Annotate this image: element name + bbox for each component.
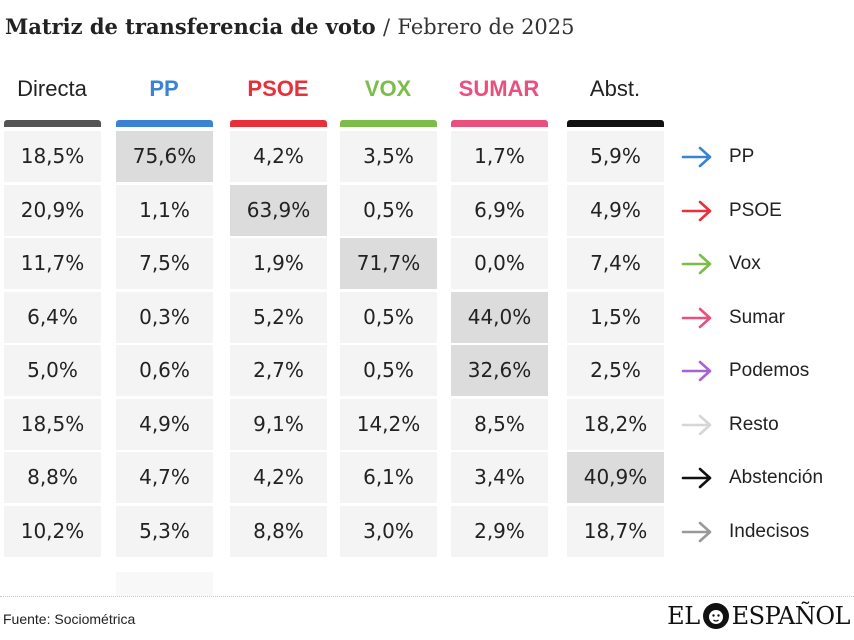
cell-podemos-3: 0,5%	[340, 345, 437, 396]
cell-psoe-2: 63,9%	[230, 184, 327, 236]
row-label-psoe: PSOE	[680, 185, 850, 237]
row-label-text: PSOE	[729, 199, 782, 221]
cell-psoe-4: 6,9%	[451, 184, 548, 236]
cell-pp-5: 5,9%	[567, 131, 664, 182]
cell-pp-2: 4,2%	[230, 131, 327, 182]
row-label-podemos: Podemos	[680, 345, 850, 397]
cell-indecisos-0: 10,2%	[4, 505, 101, 557]
cell-abstención-0: 8,8%	[4, 452, 101, 503]
cell-vox-5: 7,4%	[567, 238, 664, 289]
column-header-sumar: SUMAR	[458, 76, 540, 101]
column-bar-4	[451, 120, 548, 127]
cell-abstención-3: 6,1%	[340, 452, 437, 503]
column-bar-1	[116, 120, 213, 127]
cell-resto-2: 9,1%	[230, 398, 327, 450]
el-espanol-logo: EL ESPAÑOL	[667, 601, 850, 631]
cell-abstención-1: 4,7%	[116, 452, 213, 503]
cell-vox-1: 7,5%	[116, 238, 213, 289]
cell-resto-0: 18,5%	[4, 398, 101, 450]
cell-psoe-1: 1,1%	[116, 184, 213, 236]
cell-psoe-5: 4,9%	[567, 184, 664, 236]
row-label-resto: Resto	[680, 399, 850, 451]
row-label-text: Podemos	[729, 360, 810, 381]
arrow-right-icon	[681, 467, 712, 489]
cell-sumar-0: 6,4%	[4, 291, 101, 343]
cell-pp-1: 75,6%	[116, 131, 213, 182]
cell-indecisos-4: 2,9%	[451, 505, 548, 557]
cell-abstención-4: 3,4%	[451, 452, 548, 503]
cell-vox-0: 11,7%	[4, 238, 101, 289]
cell-vox-3: 71,7%	[340, 238, 437, 289]
cell-pp-4: 1,7%	[451, 131, 548, 182]
arrow-right-icon	[681, 414, 712, 435]
arrow-right-icon	[681, 146, 712, 168]
column-header-vox: VOX	[364, 76, 412, 101]
cell-sumar-5: 1,5%	[567, 291, 664, 343]
cell-podemos-2: 2,7%	[230, 345, 327, 396]
cell-abstención-5: 40,9%	[567, 452, 664, 503]
row-label-vox: Vox	[680, 238, 850, 290]
source-note: Fuente: Sociométrica	[3, 611, 136, 627]
row-label-indecisos: Indecisos	[680, 506, 850, 558]
cell-podemos-4: 32,6%	[451, 345, 548, 396]
title-main: Matriz de transferencia de voto	[5, 14, 376, 39]
column-header-abst: Abst.	[589, 76, 641, 101]
cell-psoe-3: 0,5%	[340, 184, 437, 236]
logo-text-left: EL	[667, 602, 700, 630]
cell-vox-2: 1,9%	[230, 238, 327, 289]
cell-podemos-1: 0,6%	[116, 345, 213, 396]
cell-pp-3: 3,5%	[340, 131, 437, 182]
cell-vox-4: 0,0%	[451, 238, 548, 289]
arrow-right-icon	[681, 521, 712, 542]
cell-podemos-5: 2,5%	[567, 345, 664, 396]
row-label-abstención: Abstención	[680, 452, 850, 504]
cell-psoe-0: 20,9%	[4, 184, 101, 236]
chart-title: Matriz de transferencia de voto / Febrer…	[5, 14, 575, 39]
logo-text-right: ESPAÑOL	[731, 602, 851, 630]
row-label-text: Resto	[729, 413, 779, 435]
row-label-text: PP	[729, 146, 755, 167]
cell-sumar-3: 0,5%	[340, 291, 437, 343]
cell-sumar-2: 5,2%	[230, 291, 327, 343]
footer-divider	[0, 596, 854, 597]
row-label-sumar: Sumar	[680, 292, 850, 344]
title-date: Febrero de 2025	[397, 15, 575, 39]
cell-indecisos-1: 5,3%	[116, 505, 213, 557]
cell-indecisos-5: 18,7%	[567, 505, 664, 557]
lion-head-icon	[702, 603, 729, 629]
row-label-text: Sumar	[729, 306, 785, 328]
cell-resto-4: 8,5%	[451, 398, 548, 450]
column-bar-3	[340, 120, 437, 127]
cell-resto-3: 14,2%	[340, 398, 437, 450]
cell-resto-5: 18,2%	[567, 398, 664, 450]
column-bar-5	[567, 120, 664, 127]
cell-sumar-4: 44,0%	[451, 291, 548, 343]
column-header-pp: PP	[149, 76, 179, 101]
cell-pp-0: 18,5%	[4, 131, 101, 182]
row-label-text: Vox	[729, 253, 761, 274]
column-bar-2	[230, 120, 327, 127]
row-label-text: Abstención	[729, 467, 824, 488]
arrow-right-icon	[681, 360, 712, 382]
cell-indecisos-3: 3,0%	[340, 505, 437, 557]
cell-abstención-2: 4,2%	[230, 452, 327, 503]
column-header-directa: Directa	[17, 76, 87, 101]
arrow-right-icon	[681, 200, 712, 221]
column-bar-0	[4, 120, 101, 127]
cell-resto-1: 4,9%	[116, 398, 213, 450]
row-label-text: Indecisos	[729, 520, 810, 542]
cell-podemos-0: 5,0%	[4, 345, 101, 396]
cell-sumar-1: 0,3%	[116, 291, 213, 343]
arrow-right-icon	[681, 307, 712, 328]
cell-indecisos-2: 8,8%	[230, 505, 327, 557]
column-header-psoe: PSOE	[247, 76, 309, 101]
arrow-right-icon	[681, 253, 712, 275]
row-label-pp: PP	[680, 131, 850, 183]
empty-cell	[116, 572, 213, 596]
title-separator: /	[383, 15, 391, 39]
